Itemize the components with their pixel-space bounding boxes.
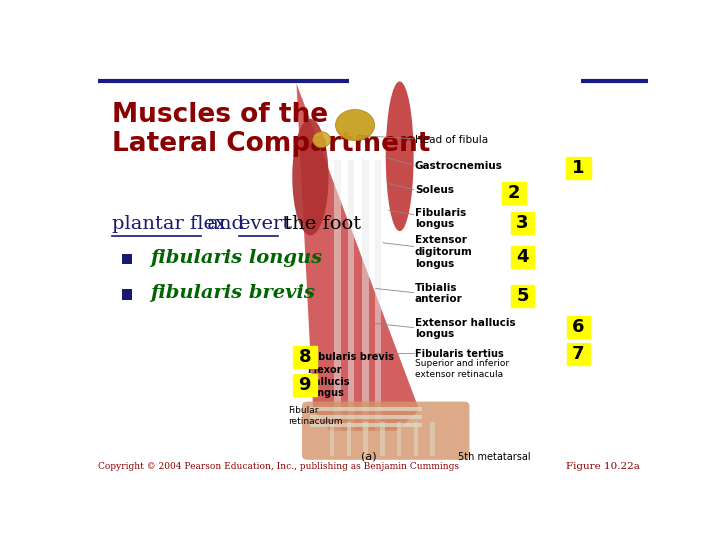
Text: 3: 3 bbox=[516, 214, 528, 232]
FancyBboxPatch shape bbox=[510, 212, 534, 234]
Bar bbox=[348, 160, 354, 431]
FancyBboxPatch shape bbox=[510, 285, 534, 307]
FancyBboxPatch shape bbox=[510, 246, 534, 268]
Bar bbox=[374, 160, 382, 431]
Text: Extensor
digitorum
longus: Extensor digitorum longus bbox=[415, 235, 472, 268]
Text: 5: 5 bbox=[516, 287, 528, 305]
Text: fibularis brevis: fibularis brevis bbox=[150, 285, 315, 302]
Ellipse shape bbox=[336, 110, 374, 141]
Text: 7: 7 bbox=[572, 345, 585, 363]
Text: 2: 2 bbox=[508, 184, 521, 202]
Text: (a): (a) bbox=[361, 452, 377, 462]
Bar bbox=[330, 422, 334, 456]
Text: plantar flex: plantar flex bbox=[112, 214, 226, 233]
Text: Lateral Compartment: Lateral Compartment bbox=[112, 131, 431, 157]
Text: Fibularis tertius: Fibularis tertius bbox=[415, 349, 503, 359]
FancyBboxPatch shape bbox=[302, 402, 469, 460]
FancyBboxPatch shape bbox=[293, 346, 317, 368]
Text: Head of fibula: Head of fibula bbox=[415, 134, 488, 145]
Text: Tibialis
anterior: Tibialis anterior bbox=[415, 283, 462, 305]
FancyBboxPatch shape bbox=[566, 157, 590, 179]
Bar bbox=[310, 423, 422, 427]
Text: evert: evert bbox=[239, 214, 290, 233]
Bar bbox=[431, 422, 435, 456]
Bar bbox=[362, 160, 369, 431]
Text: and: and bbox=[201, 214, 250, 233]
Text: Fibularis
longus: Fibularis longus bbox=[415, 208, 466, 230]
Bar bbox=[364, 422, 368, 456]
Text: Muscles of the: Muscles of the bbox=[112, 102, 328, 128]
Bar bbox=[413, 422, 418, 456]
Text: 6: 6 bbox=[572, 318, 585, 336]
Bar bbox=[397, 422, 401, 456]
Text: Figure 10.22a: Figure 10.22a bbox=[566, 462, 639, 471]
Text: 5th metatarsal: 5th metatarsal bbox=[459, 452, 531, 462]
Text: fibularis longus: fibularis longus bbox=[150, 249, 323, 267]
Text: Copyright © 2004 Pearson Education, Inc., publishing as Benjamin Cummings: Copyright © 2004 Pearson Education, Inc.… bbox=[99, 462, 459, 471]
Bar bbox=[122, 289, 132, 300]
Text: 8: 8 bbox=[299, 348, 311, 366]
Text: 9: 9 bbox=[299, 376, 311, 394]
Text: the foot: the foot bbox=[279, 214, 361, 233]
Text: Gastrocnemius: Gastrocnemius bbox=[415, 161, 503, 171]
Bar bbox=[122, 254, 132, 265]
Text: Fibular
retinaculum: Fibular retinaculum bbox=[288, 407, 343, 426]
FancyBboxPatch shape bbox=[567, 316, 590, 338]
Ellipse shape bbox=[386, 82, 414, 231]
FancyBboxPatch shape bbox=[293, 374, 317, 396]
Text: Soleus: Soleus bbox=[415, 185, 454, 195]
Ellipse shape bbox=[292, 119, 328, 235]
FancyBboxPatch shape bbox=[567, 343, 590, 364]
Text: Flexor
hallucis
longus: Flexor hallucis longus bbox=[307, 365, 350, 398]
Bar bbox=[310, 415, 422, 419]
Text: Extensor hallucis
longus: Extensor hallucis longus bbox=[415, 318, 516, 339]
Bar bbox=[334, 160, 341, 431]
Text: Superior and inferior
extensor retinacula: Superior and inferior extensor retinacul… bbox=[415, 360, 509, 379]
PathPatch shape bbox=[297, 84, 419, 431]
FancyBboxPatch shape bbox=[503, 182, 526, 204]
Bar bbox=[380, 422, 384, 456]
Bar bbox=[310, 407, 422, 411]
Ellipse shape bbox=[312, 132, 330, 147]
Text: Fibularis brevis: Fibularis brevis bbox=[307, 352, 394, 362]
Text: 1: 1 bbox=[572, 159, 585, 177]
Text: 4: 4 bbox=[516, 248, 528, 266]
Bar bbox=[347, 422, 351, 456]
